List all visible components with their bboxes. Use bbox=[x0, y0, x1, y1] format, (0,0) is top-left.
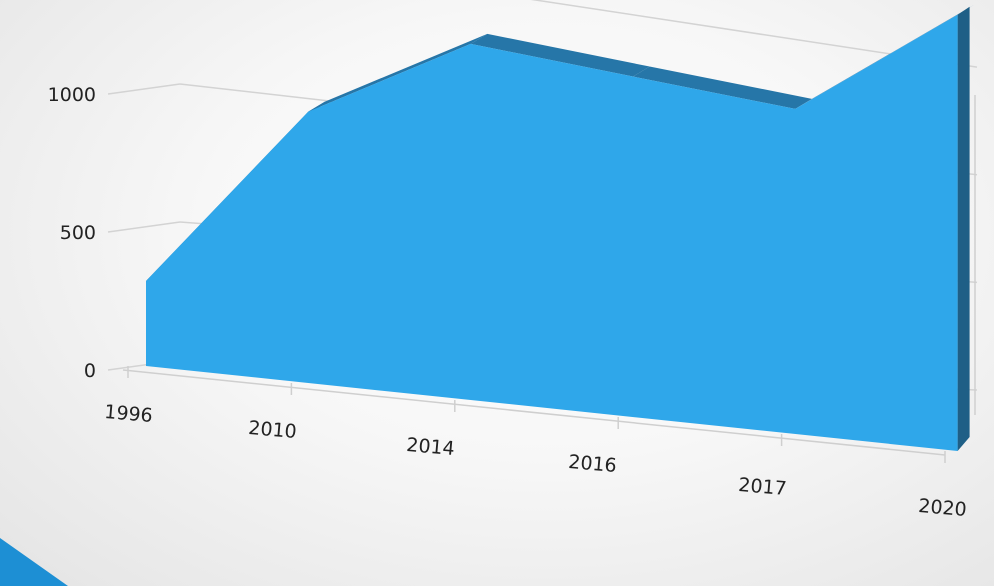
area-top-face bbox=[308, 33, 488, 112]
area-side-face bbox=[957, 6, 970, 451]
y-tick-label: 0 bbox=[84, 360, 96, 382]
y-tick-label: 500 bbox=[60, 222, 96, 244]
area-top-face bbox=[632, 66, 812, 109]
x-axis-ticks: 1996 2010 2014 2016 2017 2020 bbox=[103, 401, 967, 521]
corner-accent-shape bbox=[0, 538, 68, 586]
gridline-side bbox=[107, 221, 181, 233]
gridline-back bbox=[530, 0, 978, 68]
x-tick-label: 2014 bbox=[405, 434, 455, 460]
y-tick-label: 1000 bbox=[48, 84, 96, 106]
area-top-face bbox=[470, 33, 650, 77]
x-tick-label: 2017 bbox=[737, 474, 787, 500]
area-series bbox=[145, 4, 975, 451]
x-tick-label: 2010 bbox=[247, 417, 297, 443]
x-axis-line bbox=[122, 369, 946, 456]
y-axis-ticks: 0500100015002000 bbox=[48, 84, 96, 382]
area-front-face bbox=[146, 14, 958, 451]
gridline-side bbox=[107, 83, 181, 95]
area-top-face bbox=[795, 4, 975, 109]
x-tick-label: 2020 bbox=[917, 495, 967, 521]
x-tick-label: 2016 bbox=[567, 451, 617, 477]
x-tick-label: 1996 bbox=[103, 401, 153, 427]
